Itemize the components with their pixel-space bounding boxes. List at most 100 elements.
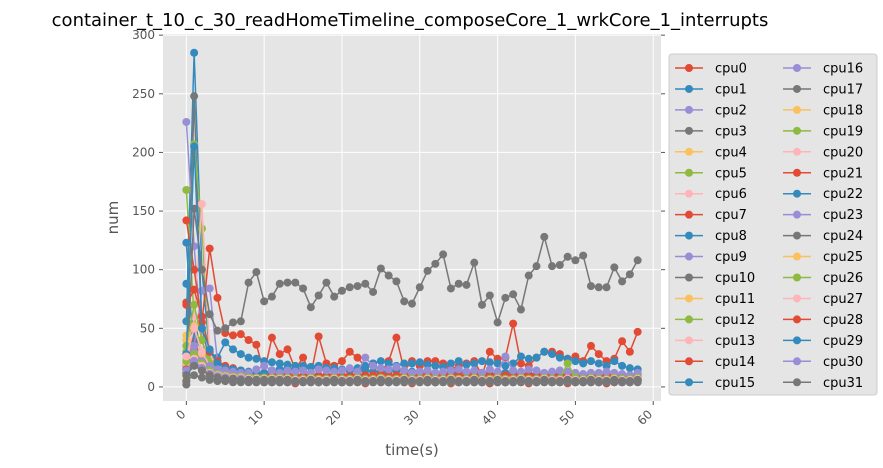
data-point bbox=[563, 359, 572, 368]
legend-marker bbox=[685, 294, 693, 303]
legend-marker bbox=[793, 294, 801, 303]
legend-label: cpu10 bbox=[715, 271, 755, 286]
data-point bbox=[485, 365, 494, 374]
data-point bbox=[509, 319, 518, 328]
legend-label: cpu8 bbox=[715, 229, 747, 244]
legend-label: cpu21 bbox=[823, 166, 863, 181]
data-point bbox=[205, 284, 214, 293]
data-point bbox=[509, 366, 518, 375]
data-point bbox=[267, 292, 276, 301]
data-point bbox=[345, 377, 354, 386]
data-point bbox=[197, 366, 206, 375]
data-point bbox=[353, 375, 362, 384]
data-point bbox=[337, 377, 346, 386]
legend-label: cpu3 bbox=[715, 124, 747, 139]
data-point bbox=[197, 336, 206, 345]
data-point bbox=[423, 266, 432, 275]
legend-marker bbox=[685, 231, 693, 240]
data-point bbox=[190, 48, 199, 57]
legend-marker bbox=[685, 126, 693, 135]
data-point bbox=[415, 367, 424, 376]
legend-box bbox=[668, 53, 878, 396]
legend-marker bbox=[793, 231, 801, 240]
legend-label: cpu1 bbox=[715, 82, 747, 97]
data-point bbox=[470, 366, 479, 375]
legend-marker bbox=[793, 336, 801, 345]
legend-label: cpu11 bbox=[715, 292, 755, 307]
data-point bbox=[205, 244, 214, 253]
legend: cpu0 cpu1 cpu2 cpu3 cpu4 cpu5 cpu6 cpu7 cpu8 cpu9… bbox=[668, 53, 878, 396]
data-point bbox=[260, 361, 269, 370]
data-point bbox=[516, 359, 525, 368]
data-point bbox=[555, 377, 564, 386]
data-point bbox=[400, 366, 409, 375]
data-point bbox=[361, 377, 370, 386]
legend-marker bbox=[685, 252, 693, 261]
data-point bbox=[618, 377, 627, 386]
legend-label: cpu25 bbox=[823, 250, 863, 265]
data-point bbox=[431, 361, 440, 370]
data-point bbox=[532, 377, 541, 386]
data-point bbox=[462, 367, 471, 376]
data-point bbox=[423, 366, 432, 375]
legend-item-cpu10: cpu10 bbox=[675, 271, 755, 286]
data-point bbox=[555, 366, 564, 375]
legend-marker bbox=[793, 357, 801, 366]
data-point bbox=[446, 366, 455, 375]
data-point bbox=[625, 270, 634, 279]
data-point bbox=[633, 375, 642, 384]
legend-marker bbox=[685, 189, 693, 198]
data-point bbox=[493, 318, 502, 327]
data-point bbox=[205, 310, 214, 319]
legend-label: cpu7 bbox=[715, 208, 747, 223]
legend-label: cpu27 bbox=[823, 292, 863, 307]
data-point bbox=[618, 337, 627, 346]
data-point bbox=[244, 336, 253, 345]
data-point bbox=[314, 291, 323, 300]
data-point bbox=[275, 359, 284, 368]
data-point bbox=[384, 377, 393, 386]
data-point bbox=[524, 354, 533, 363]
legend-item-cpu29: cpu29 bbox=[783, 334, 863, 349]
data-point bbox=[602, 367, 611, 376]
data-point bbox=[244, 278, 253, 287]
data-point bbox=[400, 375, 409, 384]
data-point bbox=[182, 371, 191, 380]
data-point bbox=[353, 367, 362, 376]
legend-item-cpu22: cpu22 bbox=[783, 187, 863, 202]
data-point bbox=[322, 366, 331, 375]
data-point bbox=[478, 357, 487, 366]
data-point bbox=[314, 377, 323, 386]
data-point bbox=[478, 300, 487, 309]
data-point bbox=[618, 361, 627, 370]
data-point bbox=[532, 353, 541, 362]
data-point bbox=[229, 345, 238, 354]
data-point bbox=[439, 377, 448, 386]
data-point bbox=[252, 340, 261, 349]
legend-item-cpu15: cpu15 bbox=[675, 376, 755, 391]
data-point bbox=[602, 377, 611, 386]
legend-marker bbox=[793, 252, 801, 261]
data-point bbox=[485, 291, 494, 300]
data-point bbox=[299, 353, 308, 362]
data-point bbox=[384, 365, 393, 374]
data-point bbox=[485, 377, 494, 386]
data-point bbox=[182, 352, 191, 361]
legend-marker bbox=[685, 273, 693, 282]
data-point bbox=[229, 318, 238, 327]
data-point bbox=[182, 238, 191, 247]
legend-label: cpu20 bbox=[823, 145, 863, 160]
data-point bbox=[586, 357, 595, 366]
legend-item-cpu6: cpu6 bbox=[675, 187, 747, 202]
data-point bbox=[236, 330, 245, 339]
data-point bbox=[509, 377, 518, 386]
series-cpu17 bbox=[182, 204, 642, 389]
legend-marker bbox=[685, 64, 693, 72]
data-point bbox=[431, 377, 440, 386]
y-tick-label: 250 bbox=[132, 87, 155, 101]
data-point bbox=[516, 375, 525, 384]
legend-marker bbox=[793, 168, 801, 177]
series-cpu31 bbox=[182, 361, 642, 386]
plot-area bbox=[163, 34, 661, 401]
